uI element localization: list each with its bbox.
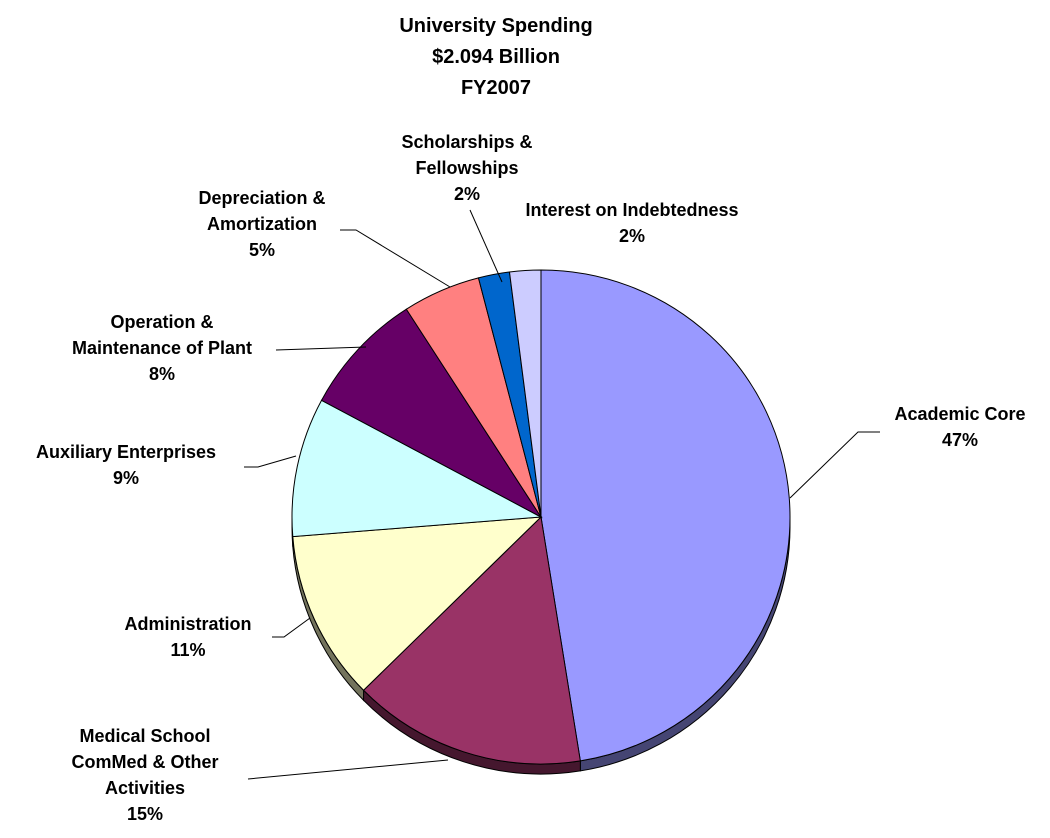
pie-slice-0 (540, 269, 791, 762)
slice-category-5-line-1: Amortization (207, 214, 317, 234)
slice-percent-3: 9% (113, 468, 139, 488)
slice-category-4-line-1: Maintenance of Plant (72, 338, 252, 358)
slice-category-3-line-0: Auxiliary Enterprises (36, 442, 216, 462)
slice-category-1-line-0: Medical School (79, 726, 210, 746)
slice-label-1: Medical School ComMed & Other Activities 15… (71, 726, 218, 824)
leader-line-0 (789, 431, 880, 499)
leader-lines (244, 209, 880, 780)
leader-line-2 (272, 617, 311, 638)
slice-label-5: Depreciation & Amortization 5% (198, 188, 325, 260)
slice-percent-1: 15% (127, 804, 163, 824)
pie-slices (291, 269, 791, 765)
leader-line-5 (340, 229, 451, 288)
slice-percent-5: 5% (249, 240, 275, 260)
chart-title-line-1: University Spending (399, 15, 592, 37)
slice-percent-6: 2% (454, 184, 480, 204)
pie-slice-1 (362, 515, 581, 765)
slice-percent-0: 47% (942, 430, 978, 450)
slice-percent-4: 8% (149, 364, 175, 384)
slice-label-2: Administration 11% (124, 614, 251, 660)
leader-line-4 (275, 346, 367, 351)
slice-percent-7: 2% (619, 226, 645, 246)
slice-label-6: Scholarships & Fellowships 2% (401, 132, 532, 204)
slice-category-2-line-0: Administration (124, 614, 251, 634)
leader-line-6 (469, 209, 503, 283)
pie-slice-7 (508, 269, 542, 518)
pie-slice-3 (291, 399, 543, 538)
chart-title-line-2: $2.094 Billion (432, 46, 560, 68)
slice-category-6-line-0: Scholarships & (401, 132, 532, 152)
slice-category-0-line-0: Academic Core (894, 404, 1025, 424)
leader-line-3 (244, 455, 297, 468)
slice-category-4-line-0: Operation & (110, 312, 213, 332)
slice-category-1-line-2: Activities (105, 778, 185, 798)
chart-title: University Spending $2.094 Billion FY200… (399, 15, 592, 99)
slice-label-7: Interest on Indebtedness 2% (525, 200, 738, 246)
slice-label-3: Auxiliary Enterprises 9% (36, 442, 216, 488)
leader-line-1 (247, 759, 449, 780)
slice-label-4: Operation & Maintenance of Plant 8% (72, 312, 252, 384)
slice-category-7-line-0: Interest on Indebtedness (525, 200, 738, 220)
slice-percent-2: 11% (170, 640, 205, 660)
slice-category-5-line-0: Depreciation & (198, 188, 325, 208)
slice-category-1-line-1: ComMed & Other (71, 752, 218, 772)
slice-category-6-line-1: Fellowships (415, 158, 518, 178)
pie-slice-2 (292, 516, 543, 691)
slice-labels: Academic Core 47% Medical School ComMed & O… (36, 132, 1026, 824)
chart-title-line-3: FY2007 (461, 77, 531, 99)
slice-label-0: Academic Core 47% (894, 404, 1025, 450)
pie-slice-4 (320, 308, 543, 519)
